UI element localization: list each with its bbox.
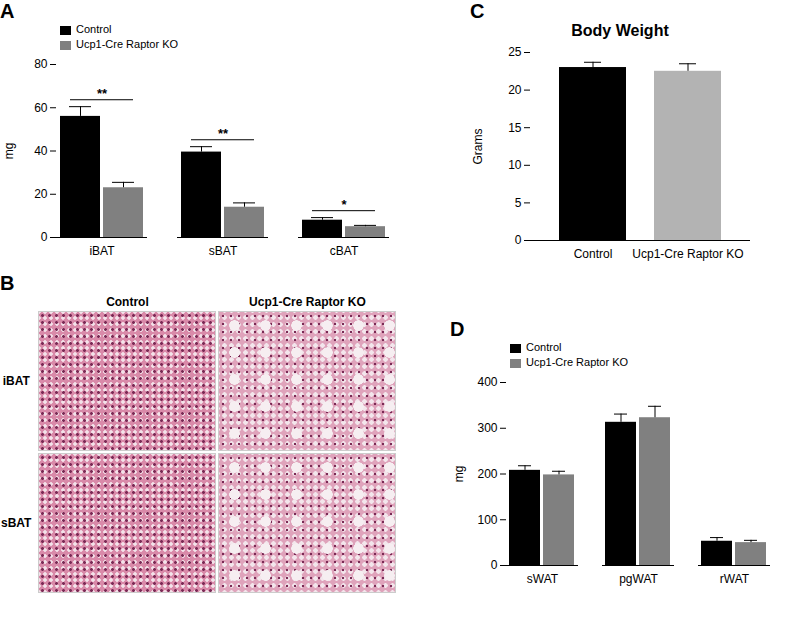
svg-text:**: ** — [97, 86, 108, 101]
html-text:Ucp1-Cre Raptor KO: Ucp1-Cre Raptor KO — [249, 295, 366, 309]
html-text:B: B — [0, 272, 15, 294]
svg-text:5: 5 — [515, 196, 522, 210]
html-text:Control: Control — [106, 295, 149, 309]
svg-text:Grams: Grams — [471, 129, 485, 165]
svg-text:0: 0 — [515, 233, 522, 247]
svg-text:sWAT: sWAT — [527, 572, 559, 586]
svg-text:60: 60 — [34, 101, 48, 115]
svg-text:20: 20 — [34, 187, 48, 201]
svg-text:rWAT: rWAT — [720, 572, 750, 586]
html-text:Control: Control — [76, 23, 112, 35]
svg-text:sBAT: sBAT — [209, 244, 238, 258]
html-text:sBAT: sBAT — [1, 516, 32, 530]
svg-text:Control: Control — [574, 247, 613, 261]
svg-text:200: 200 — [477, 467, 497, 481]
svg-text:400: 400 — [477, 375, 497, 389]
svg-text:100: 100 — [477, 513, 497, 527]
svg-text:mg: mg — [452, 466, 466, 483]
html-text:A: A — [0, 0, 15, 22]
svg-text:20: 20 — [508, 83, 522, 97]
svg-text:300: 300 — [477, 421, 497, 435]
svg-text:15: 15 — [508, 121, 522, 135]
svg-text:pgWAT: pgWAT — [619, 572, 658, 586]
svg-text:25: 25 — [508, 45, 522, 59]
svg-text:10: 10 — [508, 158, 522, 172]
svg-text:40: 40 — [34, 144, 48, 158]
html-text:Ucp1-Cre Raptor KO: Ucp1-Cre Raptor KO — [526, 356, 629, 368]
html-text:D: D — [450, 318, 465, 340]
svg-text:0: 0 — [41, 230, 48, 244]
svg-text:Ucp1-Cre Raptor KO: Ucp1-Cre Raptor KO — [632, 247, 743, 261]
html-text:Control: Control — [526, 341, 562, 353]
svg-text:80: 80 — [34, 57, 48, 71]
svg-text:mg: mg — [2, 143, 16, 160]
svg-text:**: ** — [218, 126, 229, 141]
html-text:iBAT: iBAT — [2, 374, 30, 388]
svg-text:cBAT: cBAT — [330, 244, 359, 258]
html-text:Body Weight: Body Weight — [571, 22, 669, 39]
html-text:Ucp1-Cre Raptor KO: Ucp1-Cre Raptor KO — [76, 38, 179, 50]
svg-text:*: * — [341, 197, 347, 212]
svg-text:iBAT: iBAT — [89, 244, 115, 258]
svg-text:0: 0 — [491, 558, 498, 572]
html-text:C: C — [470, 0, 485, 22]
